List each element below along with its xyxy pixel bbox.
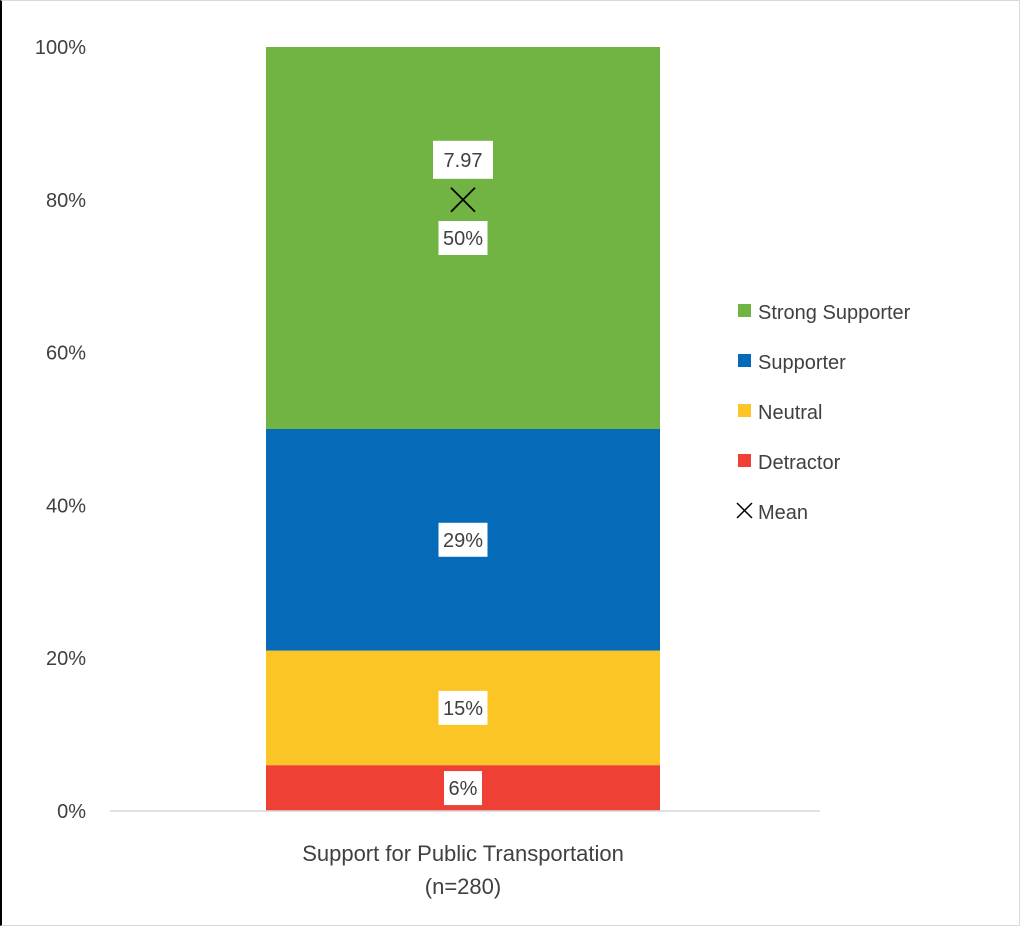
legend-label-strong-supporter: Strong Supporter [758, 302, 911, 324]
legend-label-mean: Mean [758, 502, 808, 524]
data-label-box-neutral [438, 690, 488, 725]
y-tick-label-100: 100% [35, 37, 86, 59]
legend-swatch-supporter [738, 354, 751, 367]
y-tick-label-60: 60% [46, 343, 86, 365]
legend-label-supporter: Supporter [758, 352, 846, 374]
mean-label: 7.97 [444, 150, 483, 172]
y-tick-label-40: 40% [46, 495, 86, 517]
mean-marker-line-2 [450, 187, 476, 213]
y-tick-label-80: 80% [46, 190, 86, 212]
data-label-detractor: 6% [449, 778, 478, 800]
legend-mean-x-line-2 [736, 502, 753, 519]
mean-label-box [433, 140, 493, 179]
legend-swatch-detractor [738, 454, 751, 467]
data-label-supporter: 29% [443, 530, 483, 552]
legend-swatch-neutral [738, 404, 751, 417]
data-label-box-detractor [444, 771, 482, 806]
legend-label-neutral: Neutral [758, 402, 822, 424]
y-tick-label-20: 20% [46, 648, 86, 670]
data-label-box-strong-supporter [438, 221, 488, 255]
category-sublabel-0: (n=280) [425, 874, 501, 899]
data-label-neutral: 15% [443, 698, 483, 720]
data-label-box-supporter [438, 522, 488, 557]
y-tick-label-0: 0% [57, 801, 86, 823]
legend-label-detractor: Detractor [758, 452, 841, 474]
legend-swatch-strong-supporter [738, 304, 751, 317]
category-label-0: Support for Public Transportation [302, 841, 624, 866]
data-label-strong-supporter: 50% [443, 228, 483, 250]
